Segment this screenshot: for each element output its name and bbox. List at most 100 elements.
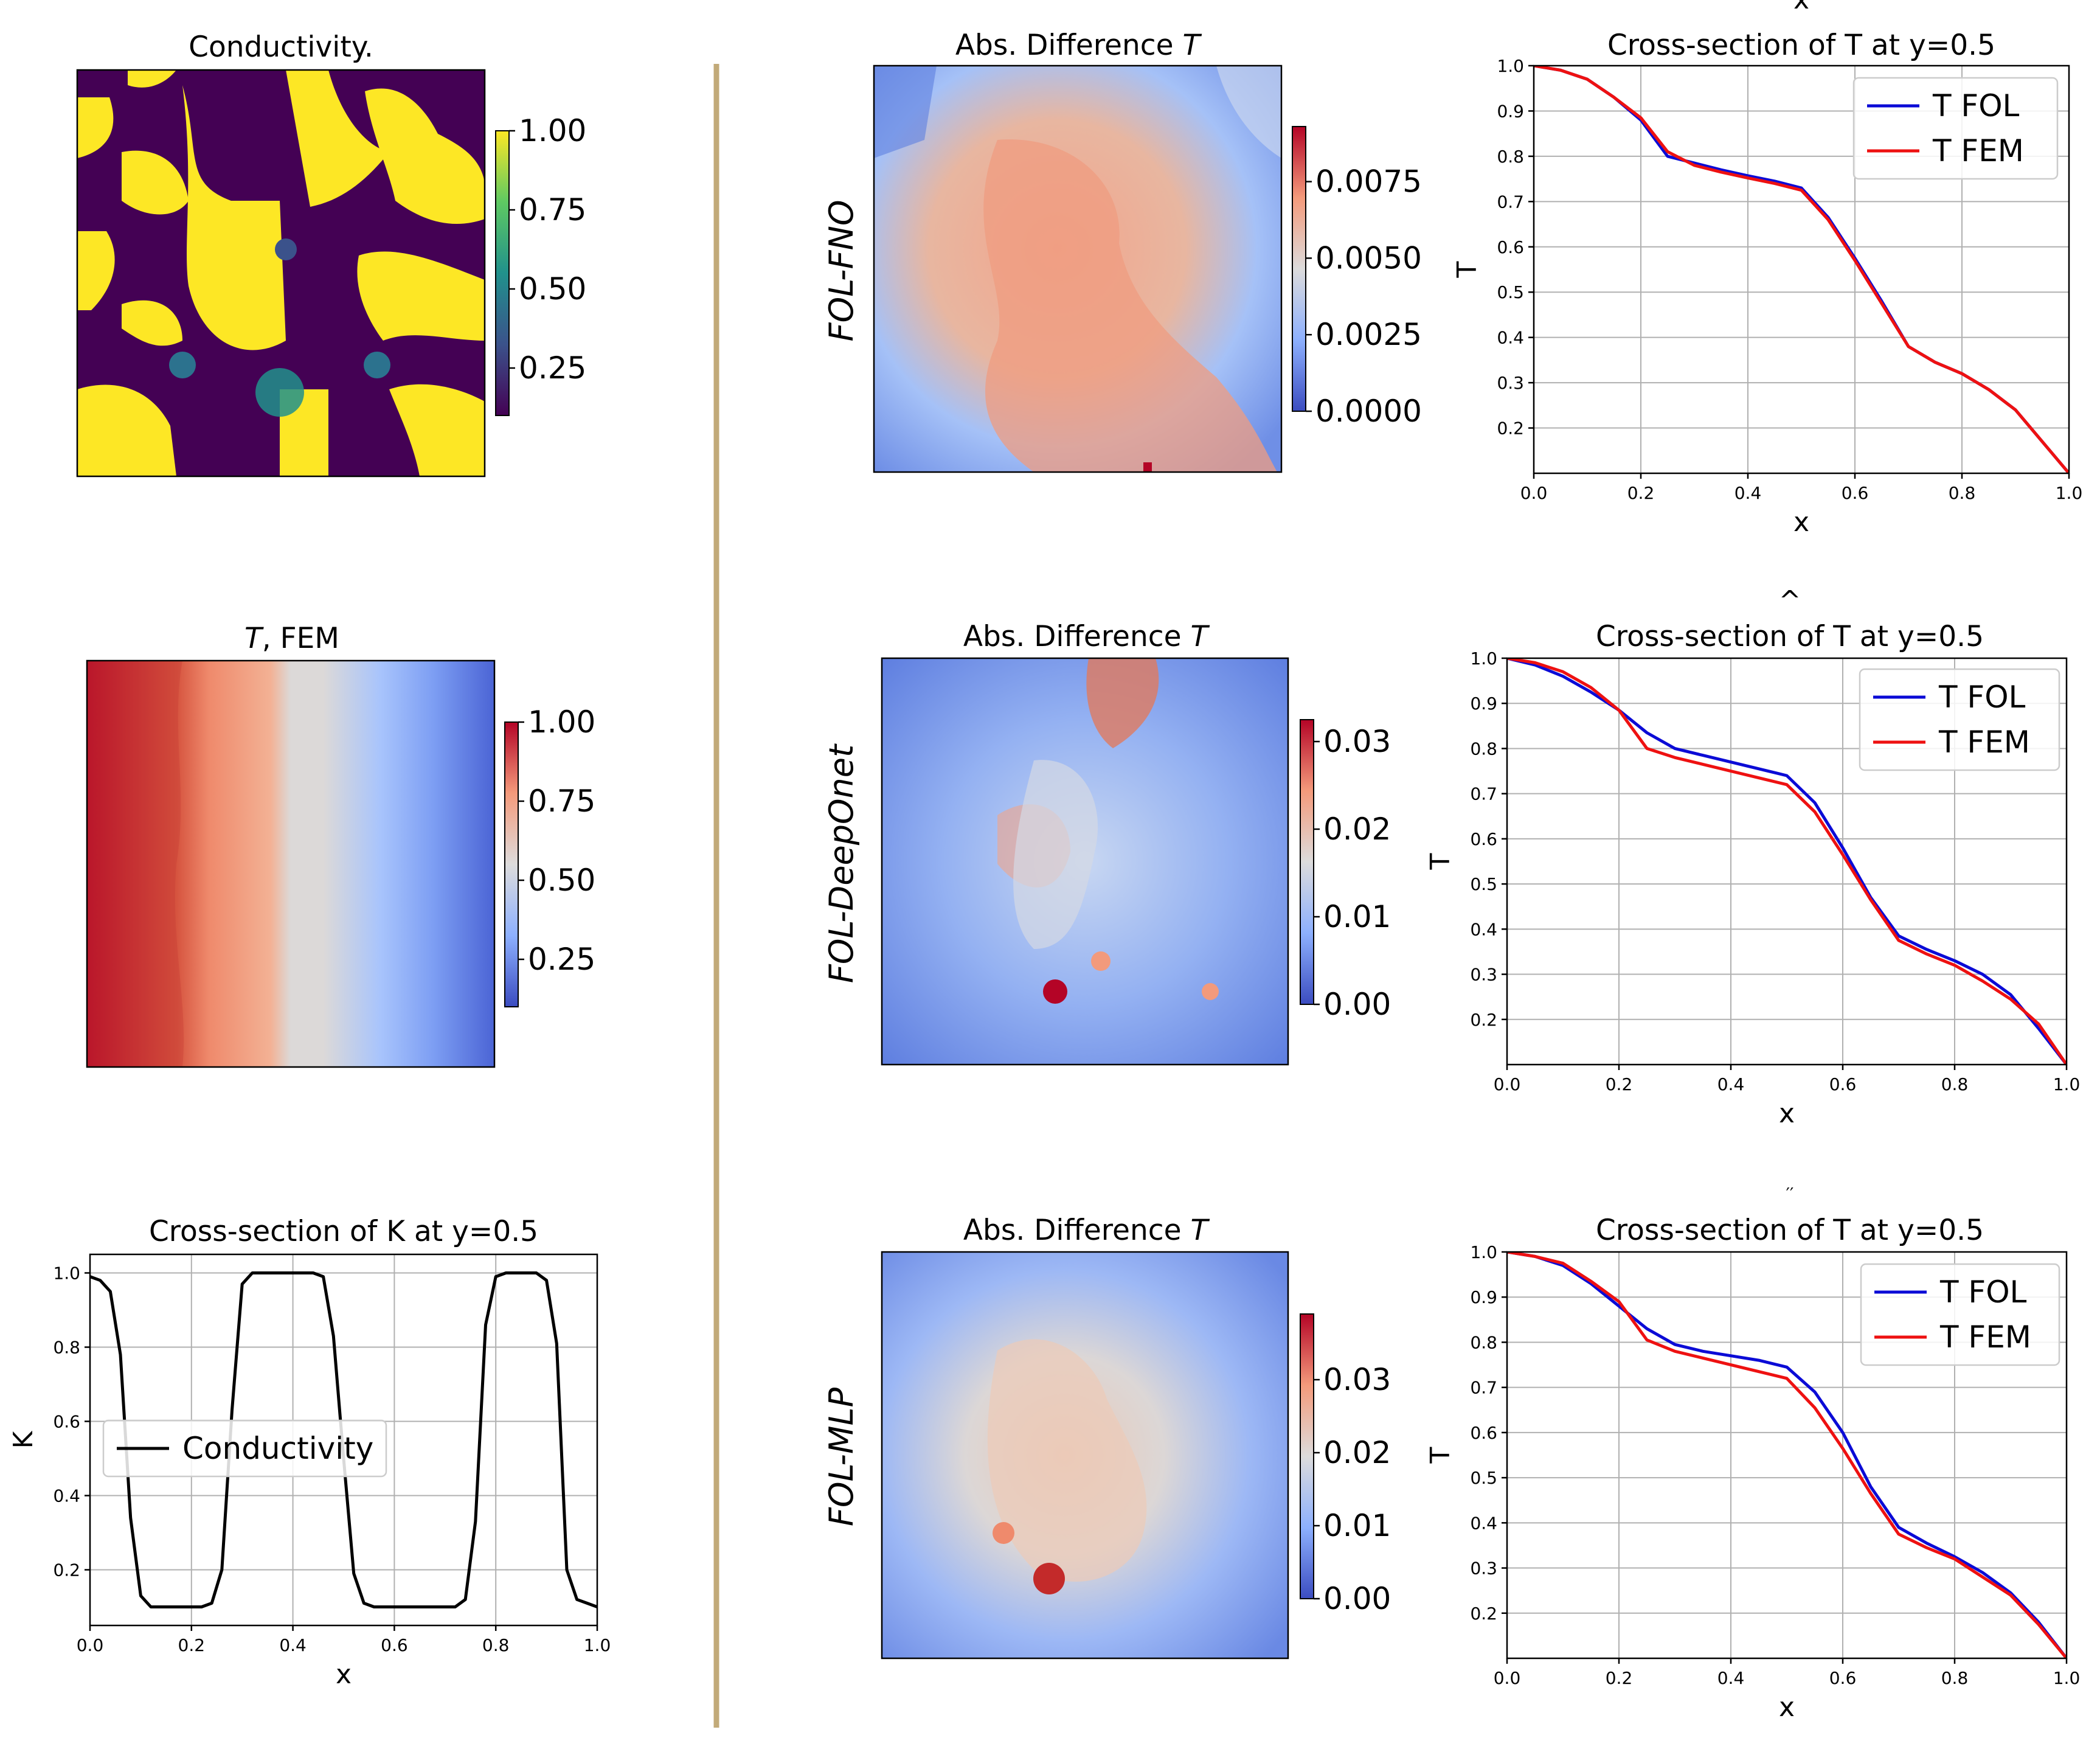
series-line-t-fol — [1507, 658, 2067, 1065]
y-tick-label: 0.9 — [1470, 1287, 1497, 1307]
series-line-t-fem — [1507, 1252, 2067, 1658]
y-tick-label: 0.6 — [1470, 829, 1497, 849]
legend-box — [1860, 1263, 2060, 1366]
mlp-cb-label: 0.00 — [1323, 1581, 1391, 1616]
y-tick-label: 0.7 — [1497, 192, 1524, 212]
series-group — [1507, 658, 2067, 1065]
conductivity-heatmap — [76, 69, 486, 478]
t-fem-colorbar: 0.25 0.50 0.75 1.00 — [504, 704, 595, 1007]
y-tick-label: 0.2 — [1497, 419, 1524, 439]
cross-section-t-mlp-chart: Cross-section of T at y=0.5 0.0 0.2 0.4 0.6 0… — [1425, 1214, 2080, 1723]
series-group — [1534, 66, 2069, 473]
legend-label: T FOL — [1939, 1274, 2027, 1310]
plot-frame — [89, 1253, 598, 1627]
chart-title: Cross-section of T at y=0.5 — [1596, 1214, 1984, 1247]
y-axis-label: T — [1425, 1447, 1456, 1464]
cross-section-t-fno-chart: Cross-section of T at y=0.5 0.0 0.2 0.4 0.6 0… — [1452, 29, 2082, 538]
series-group — [1507, 1252, 2067, 1658]
y-tick-label: 0.7 — [1470, 1378, 1497, 1398]
y-tick-label: 1.0 — [1470, 648, 1497, 669]
row-label-fno: FOL-FNO — [822, 200, 861, 342]
y-tick-label: 0.3 — [1470, 965, 1497, 985]
legend-label: T FEM — [1939, 1319, 2031, 1355]
x-tick-label: 0.4 — [1717, 1668, 1745, 1688]
cross-section-t-deeponet-chart: Cross-section of T at y=0.5 0.0 0.2 0.4 0.6 0… — [1425, 620, 2080, 1129]
y-tick-label: 0.4 — [53, 1486, 80, 1506]
x-tick-label: 1.0 — [2053, 1074, 2081, 1094]
row-label-mlp: FOL-MLP — [822, 1387, 861, 1526]
y-tick-label: 0.4 — [1497, 328, 1524, 348]
legend-label: T FOL — [1932, 88, 2020, 123]
y-axis-label: T — [1425, 853, 1456, 870]
y-tick-label: 0.5 — [1470, 874, 1497, 894]
mlp-cb-label: 0.01 — [1323, 1508, 1391, 1543]
y-tick-label: 0.4 — [1470, 1513, 1497, 1533]
y-tick-label: 1.0 — [53, 1264, 80, 1284]
chart-title: Cross-section of K at y=0.5 — [149, 1215, 538, 1248]
t-fem-cb-label: 0.50 — [528, 863, 595, 898]
deeponet-cb-label: 0.03 — [1323, 724, 1391, 759]
mlp-cb-label: 0.02 — [1323, 1435, 1391, 1470]
x-tick-label: 0.6 — [1829, 1668, 1857, 1688]
x-tick-label: 0.0 — [77, 1635, 104, 1655]
t-fem-cb-label: 1.00 — [528, 704, 595, 740]
conductivity-cb-label: 0.25 — [519, 350, 586, 386]
y-tick-label: 0.8 — [1470, 739, 1497, 759]
conductivity-colorbar: 0.25 0.50 0.75 1.00 — [495, 113, 586, 416]
fno-diff-title: Abs. Difference T — [955, 29, 1202, 62]
series-line-t-fol — [1507, 1252, 2067, 1658]
fno-cb-label: 0.0000 — [1315, 394, 1422, 429]
legend-label: T FOL — [1938, 680, 2026, 715]
t-fem-heatmap — [86, 659, 496, 1068]
y-tick-label: 1.0 — [1470, 1242, 1497, 1262]
legend-box — [1852, 77, 2059, 180]
deeponet-row: FOL-DeepOnet Abs. Difference T 0.000.010… — [822, 620, 1391, 1066]
y-tick-label: 1.0 — [1497, 56, 1524, 76]
plot-frame — [1506, 657, 2068, 1066]
y-axis-label: K — [8, 1430, 39, 1448]
legend-box — [102, 1419, 387, 1478]
deeponet-diff-heatmap — [881, 657, 1289, 1066]
x-tick-label: 0.6 — [381, 1635, 408, 1655]
x-axis-label: x — [1779, 1098, 1795, 1129]
conductivity-title: Conductivity. — [189, 30, 373, 64]
y-tick-label: 0.9 — [1497, 101, 1524, 121]
x-tick-label: 1.0 — [2056, 483, 2083, 503]
fno-cb-label: 0.0050 — [1315, 240, 1422, 276]
series-line-t-fem — [1534, 66, 2069, 473]
conductivity-cb-label: 1.00 — [519, 113, 586, 148]
x-tick-label: 1.0 — [584, 1635, 611, 1655]
x-tick-label: 0.2 — [1627, 483, 1655, 503]
x-tick-label: 0.6 — [1829, 1074, 1857, 1094]
stray-mark-low: ′′ — [1786, 1184, 1794, 1204]
fno-cb-label: 0.0075 — [1315, 164, 1422, 200]
deeponet-cb-label: 0.00 — [1323, 987, 1391, 1022]
legend-box — [1859, 668, 2060, 771]
x-tick-label: 0.8 — [1949, 483, 1976, 503]
y-tick-label: 0.2 — [1470, 1604, 1497, 1624]
fno-row: FOL-FNO Abs. Difference T 0.00000.00250.… — [822, 29, 1422, 473]
y-tick-label: 0.2 — [1470, 1010, 1497, 1030]
y-tick-label: 0.6 — [53, 1412, 80, 1432]
deeponet-cb-label: 0.01 — [1323, 899, 1391, 934]
y-tick-label: 0.6 — [1497, 237, 1524, 257]
series-line-t-fem — [1507, 658, 2067, 1065]
mlp-diff-colorbar: 0.00 0.01 0.02 0.03 — [1300, 1313, 1391, 1616]
deeponet-diff-title: Abs. Difference T — [963, 620, 1210, 653]
plot-frame — [1506, 1251, 2068, 1660]
y-tick-label: 0.6 — [1470, 1423, 1497, 1443]
deeponet-cb-label: 0.02 — [1323, 812, 1391, 847]
x-tick-label: 0.8 — [1941, 1074, 1969, 1094]
x-tick-label: 0.2 — [1606, 1074, 1633, 1094]
x-axis-label: x — [1779, 1692, 1795, 1723]
y-tick-label: 0.3 — [1470, 1559, 1497, 1579]
x-tick-label: 0.8 — [1941, 1668, 1969, 1688]
cross-section-k-chart: Cross-section of K at y=0.5 0.0 0.2 0.4 0.6 0… — [8, 1215, 611, 1690]
x-tick-label: 0.0 — [1494, 1668, 1521, 1688]
y-tick-label: 0.4 — [1470, 919, 1497, 939]
t-fem-title: T, FEM — [244, 622, 339, 655]
x-tick-label: 0.6 — [1842, 483, 1869, 503]
y-axis-label: T — [1452, 261, 1483, 278]
fno-diff-heatmap — [873, 64, 1283, 473]
